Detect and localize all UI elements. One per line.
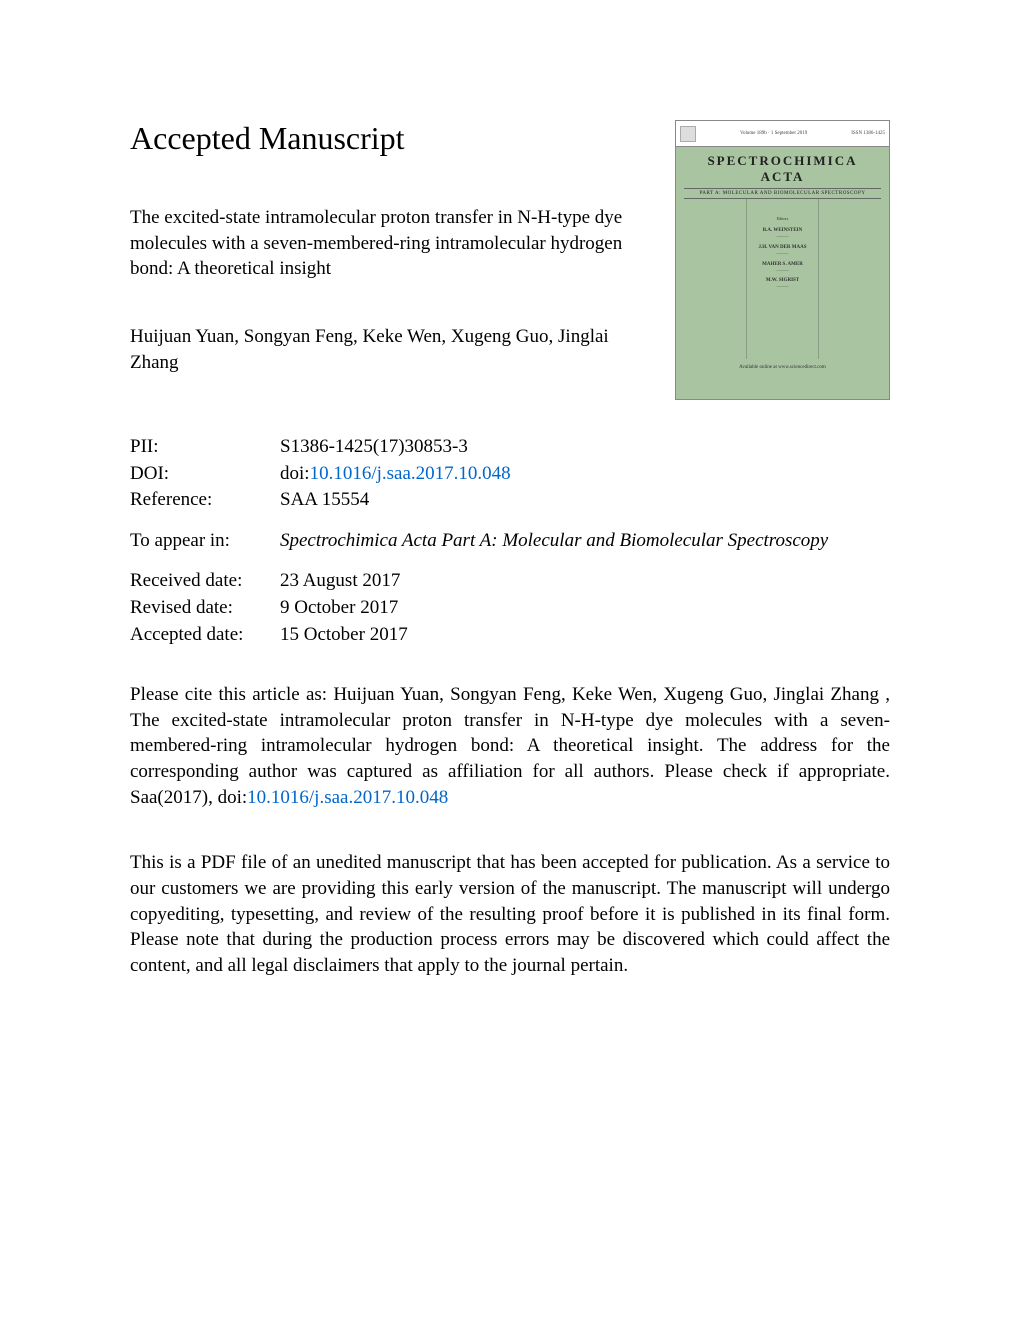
journal-cover: Volume 189b · 1 September 2019 ISSN 1386… [675,120,890,400]
cover-editor-1: B.A. WEINSTEIN–––––– [763,228,803,239]
pii-label: PII: [130,434,280,461]
cover-top-bar: Volume 189b · 1 September 2019 ISSN 1386… [676,121,889,147]
metadata-table: PII: S1386-1425(17)30853-3 DOI: doi:10.1… [130,434,890,648]
citation-paragraph: Please cite this article as: Huijuan Yua… [130,682,890,810]
meta-row-revised: Revised date: 9 October 2017 [130,595,890,622]
elsevier-logo-icon [680,126,696,142]
meta-row-reference: Reference: SAA 15554 [130,487,890,514]
citation-text: Please cite this article as: Huijuan Yua… [130,684,890,808]
meta-row-appear: To appear in: Spectrochimica Acta Part A… [130,528,890,555]
meta-row-accepted: Accepted date: 15 October 2017 [130,622,890,649]
cover-col-mid: Editors B.A. WEINSTEIN–––––– J.H. VAN DE… [747,199,818,359]
appear-journal: Spectrochimica Acta Part A: Molecular an… [280,530,828,551]
revised-label: Revised date: [130,595,280,622]
cover-editor-2: J.H. VAN DER MAAS–––––– [758,245,806,256]
reference-label: Reference: [130,487,280,514]
doi-label: DOI: [130,461,280,488]
doi-value: doi:10.1016/j.saa.2017.10.048 [280,461,890,488]
meta-row-received: Received date: 23 August 2017 [130,568,890,595]
disclaimer-paragraph: This is a PDF file of an unedited manusc… [130,850,890,978]
cover-journal-name: SPECTROCHIMICA ACTA [676,153,889,184]
cover-journal-line1: SPECTROCHIMICA [707,153,857,168]
doi-prefix: doi: [280,463,310,484]
header-row: Accepted Manuscript The excited-state in… [130,120,890,400]
cover-columns: Editors B.A. WEINSTEIN–––––– J.H. VAN DE… [676,199,889,359]
cover-journal-line2: ACTA [761,169,805,184]
cover-editor-4: M.W. SIGRIST–––––– [766,278,799,289]
reference-value: SAA 15554 [280,487,890,514]
meta-row-pii: PII: S1386-1425(17)30853-3 [130,434,890,461]
appear-label: To appear in: [130,528,280,555]
accepted-label: Accepted date: [130,622,280,649]
appear-value: Spectrochimica Acta Part A: Molecular an… [280,528,890,555]
left-column: Accepted Manuscript The excited-state in… [130,120,675,375]
cover-issn: ISSN 1386-1425 [851,131,885,136]
accepted-value: 15 October 2017 [280,622,890,649]
meta-row-doi: DOI: doi:10.1016/j.saa.2017.10.048 [130,461,890,488]
article-title: The excited-state intramolecular proton … [130,205,645,282]
cover-body: SPECTROCHIMICA ACTA PART A: MOLECULAR AN… [676,147,889,399]
cover-volume: Volume 189b · 1 September 2019 [740,131,807,136]
revised-value: 9 October 2017 [280,595,890,622]
cover-col-left [676,199,747,359]
page-heading: Accepted Manuscript [130,120,645,157]
cover-subtitle: PART A: MOLECULAR AND BIOMOLECULAR SPECT… [684,188,881,199]
cover-editors-label: Editors [777,217,789,222]
authors: Huijuan Yuan, Songyan Feng, Keke Wen, Xu… [130,324,645,375]
doi-link[interactable]: 10.1016/j.saa.2017.10.048 [310,463,511,484]
received-value: 23 August 2017 [280,568,890,595]
received-label: Received date: [130,568,280,595]
cover-footer: Available online at www.sciencedirect.co… [676,365,889,370]
pii-value: S1386-1425(17)30853-3 [280,434,890,461]
citation-doi-link[interactable]: 10.1016/j.saa.2017.10.048 [247,787,448,808]
cover-editor-3: MAHER S. AMER–––––– [762,262,803,273]
cover-col-right [819,199,889,359]
